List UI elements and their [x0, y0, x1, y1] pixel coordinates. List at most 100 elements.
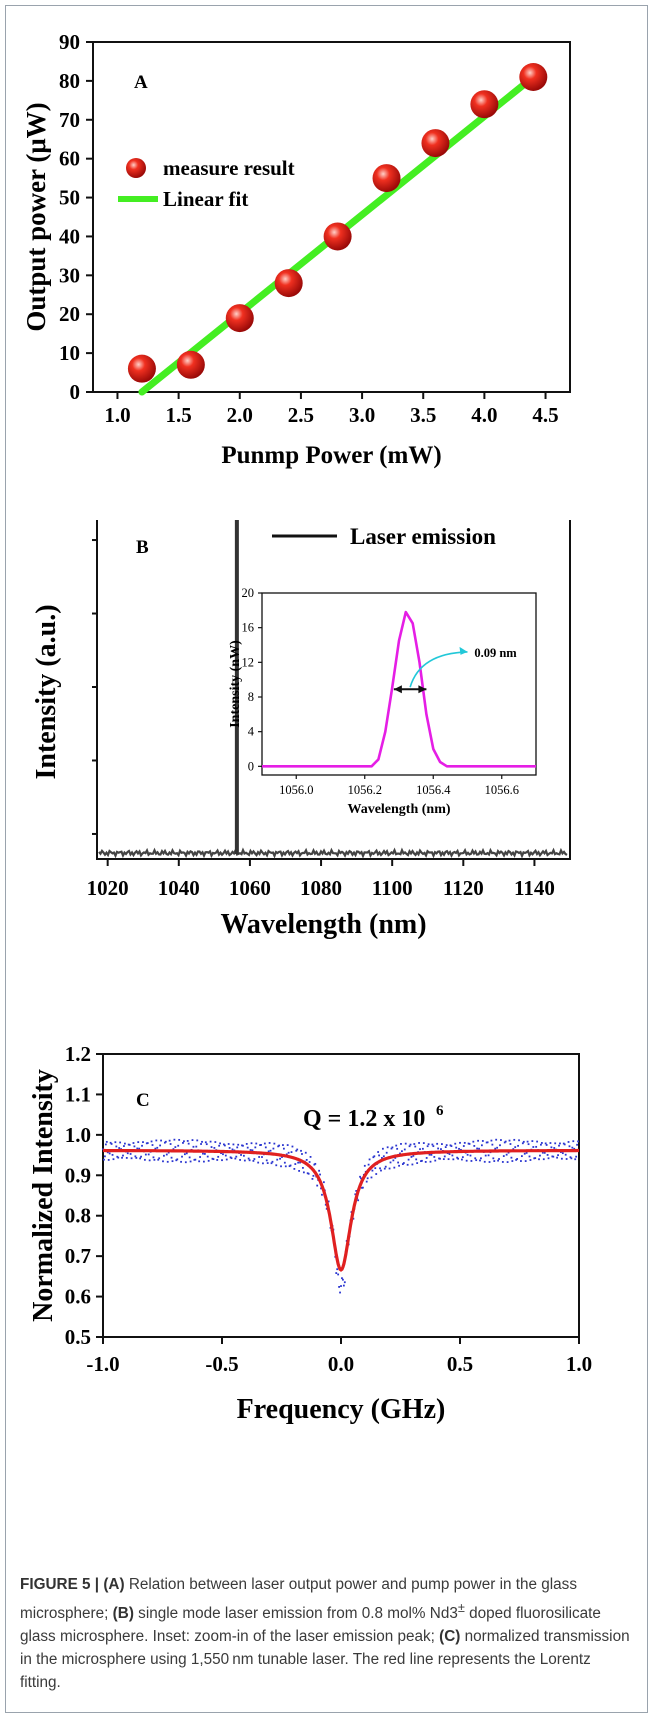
measured-point — [385, 1151, 388, 1154]
measured-point — [104, 1143, 107, 1146]
measured-point — [176, 1158, 179, 1161]
measured-point — [444, 1146, 447, 1148]
measured-point — [361, 1186, 363, 1189]
measure-point — [274, 269, 303, 298]
measured-point — [429, 1160, 432, 1163]
measured-point — [111, 1153, 114, 1156]
measured-point — [399, 1152, 401, 1155]
y-tick-label-a: 60 — [59, 147, 80, 171]
measured-point — [141, 1144, 143, 1147]
measured-point — [119, 1141, 122, 1144]
measured-point — [573, 1147, 576, 1150]
measured-point — [372, 1156, 375, 1159]
inset-y-tick-label: 4 — [248, 725, 255, 739]
x-tick-label-b: 1140 — [514, 876, 555, 900]
measured-point — [173, 1138, 176, 1141]
y-axis-label-b: Intensity (a.u.) — [31, 604, 62, 779]
y-tick-label-c: 1.1 — [65, 1082, 91, 1106]
measured-point — [177, 1144, 180, 1147]
measured-point — [492, 1157, 495, 1160]
measure-point — [519, 63, 548, 91]
measured-point — [322, 1181, 325, 1184]
measure-point — [127, 354, 156, 383]
measured-point — [567, 1141, 570, 1143]
measured-point — [287, 1151, 290, 1154]
measured-point — [360, 1177, 362, 1180]
measured-point — [498, 1158, 500, 1160]
measured-point — [480, 1144, 483, 1147]
measured-point — [359, 1175, 361, 1178]
measured-point — [538, 1158, 540, 1161]
measured-point — [257, 1161, 260, 1164]
measured-point — [520, 1155, 523, 1158]
x-tick-label-b: 1120 — [443, 876, 484, 900]
measure-point — [225, 304, 254, 333]
measured-point — [168, 1139, 171, 1142]
measured-point — [107, 1159, 110, 1161]
y-axis-label-c: Normalized Intensity — [28, 1069, 59, 1322]
measured-point — [185, 1152, 188, 1155]
panel-b-chart: 1020 1040 1060 1080 1100 1120 1140 Wavelength (… — [31, 520, 571, 940]
measured-point — [230, 1157, 233, 1160]
measured-point — [419, 1148, 421, 1151]
measured-point — [259, 1144, 261, 1146]
measured-point — [404, 1142, 407, 1145]
measured-point — [288, 1165, 291, 1168]
measured-point — [126, 1152, 129, 1155]
measured-point — [511, 1160, 514, 1162]
measured-point — [553, 1147, 556, 1149]
measured-point — [296, 1148, 299, 1151]
y-tick-label-a: 70 — [59, 108, 80, 132]
measured-point — [289, 1164, 292, 1167]
measured-point — [156, 1146, 159, 1149]
measured-point — [136, 1147, 139, 1150]
measured-point — [266, 1162, 269, 1164]
measured-point — [391, 1146, 394, 1149]
x-tick-label-a: 2.5 — [288, 403, 314, 427]
measured-point — [414, 1145, 417, 1148]
measured-point — [557, 1154, 559, 1157]
measure-point — [470, 90, 499, 119]
legend-marker-measure — [126, 158, 146, 178]
q-factor-exponent: 6 — [436, 1103, 444, 1119]
measured-point — [297, 1161, 300, 1164]
measured-point — [510, 1156, 513, 1159]
measured-point — [180, 1160, 182, 1163]
measured-point — [418, 1142, 420, 1144]
measured-point — [130, 1157, 133, 1160]
measured-point — [247, 1157, 250, 1160]
measured-point — [415, 1158, 418, 1161]
measured-point — [153, 1158, 156, 1161]
measured-point — [103, 1158, 105, 1161]
measured-point — [143, 1158, 146, 1161]
lorentz-fit-line — [103, 1148, 579, 1272]
measured-point — [440, 1148, 442, 1151]
measured-point — [469, 1154, 472, 1157]
y-tick-label-a: 10 — [59, 341, 80, 365]
measured-point — [380, 1169, 382, 1172]
measured-point — [273, 1142, 276, 1145]
measured-point — [499, 1144, 501, 1147]
measured-point — [381, 1157, 383, 1159]
measured-point — [363, 1164, 366, 1167]
measured-point — [237, 1143, 240, 1146]
measured-point — [291, 1145, 294, 1148]
measured-point — [125, 1157, 128, 1159]
measured-point — [261, 1156, 263, 1158]
measured-point — [209, 1140, 212, 1143]
measured-point — [576, 1143, 578, 1146]
measured-point — [298, 1170, 301, 1172]
x-axis-label-a: Punmp Power (mW) — [221, 442, 441, 469]
measured-point — [436, 1142, 439, 1145]
measured-point — [558, 1144, 560, 1147]
measured-point — [575, 1155, 578, 1158]
measured-point — [460, 1148, 462, 1151]
measured-point — [416, 1162, 419, 1164]
y-tick-label-c: 0.8 — [65, 1204, 91, 1228]
measured-point — [255, 1142, 258, 1145]
measured-point — [110, 1143, 113, 1145]
measured-point — [384, 1165, 387, 1168]
measured-point — [517, 1144, 519, 1147]
measured-point — [162, 1160, 164, 1163]
measured-point — [137, 1141, 140, 1144]
